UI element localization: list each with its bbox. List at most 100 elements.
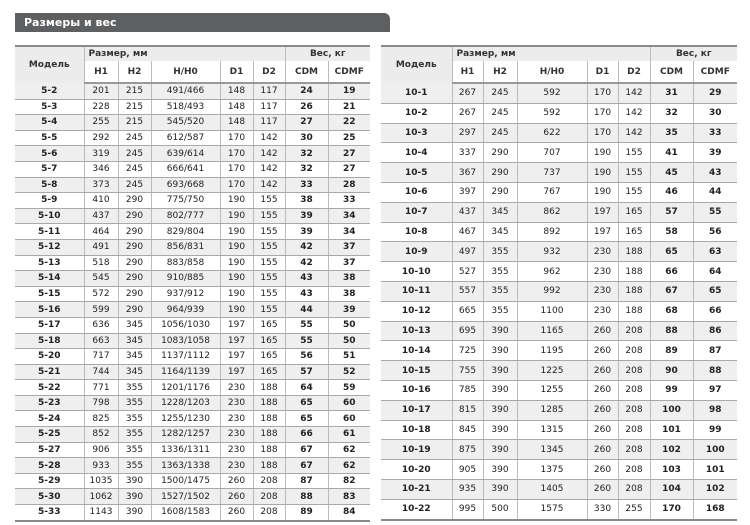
cell-h1: 905 — [451, 459, 483, 480]
cell-model: 10-13 — [381, 321, 452, 342]
cell-weight-cdmf: 38 — [327, 270, 371, 287]
cell-h-h0: 1285 — [516, 400, 587, 421]
cell-h-h0: 1527/1502 — [150, 488, 220, 506]
cell-h2: 290 — [482, 182, 517, 203]
cell-h1: 933 — [83, 457, 118, 474]
cell-weight-cdm: 99 — [649, 380, 694, 401]
cell-weight-cdm: 57 — [649, 202, 694, 223]
cell-weight-cdm: 56 — [284, 348, 329, 365]
cell-weight-cdmf: 65 — [692, 281, 738, 302]
cell-d2: 155 — [252, 239, 286, 256]
cell-d2: 208 — [617, 380, 651, 401]
cell-h-h0: 1255/1230 — [150, 410, 220, 428]
cell-h1: 346 — [83, 161, 118, 178]
cell-d2: 208 — [617, 340, 651, 362]
cell-weight-cdmf: 34 — [327, 208, 371, 225]
cell-weight-cdm: 38 — [284, 192, 329, 209]
cell-weight-cdm: 103 — [649, 459, 694, 480]
cell-h2: 355 — [482, 301, 517, 322]
table-row: 5-21 744 345 1164/1139 197 165 57 52 — [15, 364, 371, 381]
cell-model: 5-21 — [15, 364, 84, 381]
cell-weight-cdm: 64 — [284, 379, 329, 396]
cell-h-h0: 767 — [516, 182, 587, 203]
cell-model: 5-13 — [15, 255, 84, 272]
table-row: 5-12 491 290 856/831 190 155 42 37 — [15, 239, 371, 256]
cell-model: 10-18 — [381, 420, 452, 441]
cell-weight-cdm: 57 — [284, 364, 329, 381]
cell-d1: 260 — [586, 459, 618, 480]
cell-d2: 188 — [252, 379, 286, 396]
cell-weight-cdmf: 60 — [327, 395, 371, 412]
table-row: 5-18 663 345 1083/1058 197 165 55 50 — [15, 333, 371, 350]
cell-d1: 170 — [586, 123, 618, 144]
cell-d1: 190 — [219, 255, 253, 272]
header-size-group: Размер, мм — [452, 45, 651, 61]
table-row: 5-10 437 290 802/777 190 155 39 34 — [15, 208, 371, 225]
cell-h-h0: 937/912 — [150, 286, 220, 303]
cell-h2: 390 — [117, 473, 151, 490]
cell-weight-cdmf: 50 — [327, 333, 371, 350]
cell-h2: 290 — [117, 192, 151, 209]
cell-d2: 155 — [252, 223, 286, 240]
table-row: 10-18 845 390 1315 260 208 101 99 — [381, 420, 738, 441]
cell-model: 5-23 — [15, 395, 84, 412]
cell-h-h0: 1282/1257 — [150, 426, 220, 443]
cell-h2: 345 — [117, 317, 151, 334]
cell-d1: 197 — [219, 317, 253, 334]
cell-h2: 290 — [117, 286, 151, 303]
table-row: 10-6 397 290 767 190 155 46 44 — [381, 182, 738, 203]
cell-weight-cdmf: 62 — [327, 442, 371, 459]
cell-weight-cdm: 87 — [284, 473, 329, 490]
cell-weight-cdm: 89 — [649, 340, 694, 362]
cell-h1: 367 — [451, 162, 483, 183]
cell-h-h0: 666/641 — [150, 161, 220, 178]
cell-weight-cdm: 90 — [649, 360, 694, 381]
cell-d1: 260 — [219, 488, 253, 506]
cell-d1: 260 — [219, 473, 253, 490]
cell-weight-cdm: 42 — [284, 255, 329, 272]
cell-d1: 260 — [586, 479, 618, 500]
cell-h1: 1062 — [83, 488, 118, 506]
cell-weight-cdm: 67 — [284, 457, 329, 474]
cell-weight-cdm: 35 — [649, 123, 694, 144]
cell-model: 5-15 — [15, 286, 84, 303]
cell-h2: 390 — [117, 488, 151, 506]
header-column: D2 — [252, 61, 286, 84]
cell-weight-cdm: 32 — [284, 145, 329, 162]
cell-d2: 208 — [252, 488, 286, 506]
cell-h2: 245 — [117, 177, 151, 194]
cell-d1: 260 — [586, 400, 618, 421]
cell-model: 5-28 — [15, 457, 84, 474]
cell-h-h0: 612/587 — [150, 130, 220, 147]
cell-h-h0: 737 — [516, 162, 587, 183]
cell-h-h0: 1405 — [516, 479, 587, 500]
cell-h1: 815 — [451, 400, 483, 421]
cell-h2: 345 — [482, 222, 517, 243]
cell-model: 5-8 — [15, 177, 84, 194]
cell-h-h0: 1363/1338 — [150, 457, 220, 474]
cell-weight-cdm: 102 — [649, 439, 694, 461]
cell-d2: 188 — [252, 395, 286, 412]
cell-h1: 410 — [83, 192, 118, 209]
cell-weight-cdm: 89 — [284, 504, 329, 522]
cell-d2: 117 — [252, 99, 286, 116]
cell-h-h0: 892 — [516, 222, 587, 243]
cell-h1: 771 — [83, 379, 118, 396]
cell-weight-cdm: 32 — [284, 161, 329, 178]
cell-h1: 852 — [83, 426, 118, 443]
table-row: 5-23 798 355 1228/1203 230 188 65 60 — [15, 395, 371, 412]
cell-d2: 188 — [617, 301, 651, 322]
cell-h-h0: 639/614 — [150, 145, 220, 162]
cell-weight-cdmf: 30 — [692, 103, 738, 124]
header-column: H/H0 — [150, 61, 220, 84]
cell-h-h0: 1225 — [516, 360, 587, 381]
table-row: 5-11 464 290 829/804 190 155 39 34 — [15, 223, 371, 240]
cell-model: 5-5 — [15, 130, 84, 147]
header-column: CDM — [284, 61, 329, 84]
cell-weight-cdmf: 86 — [692, 321, 738, 342]
cell-h2: 345 — [117, 348, 151, 365]
cell-h1: 319 — [83, 145, 118, 162]
cell-d2: 165 — [252, 364, 286, 381]
cell-weight-cdmf: 84 — [327, 504, 371, 522]
cell-h-h0: 932 — [516, 241, 587, 263]
